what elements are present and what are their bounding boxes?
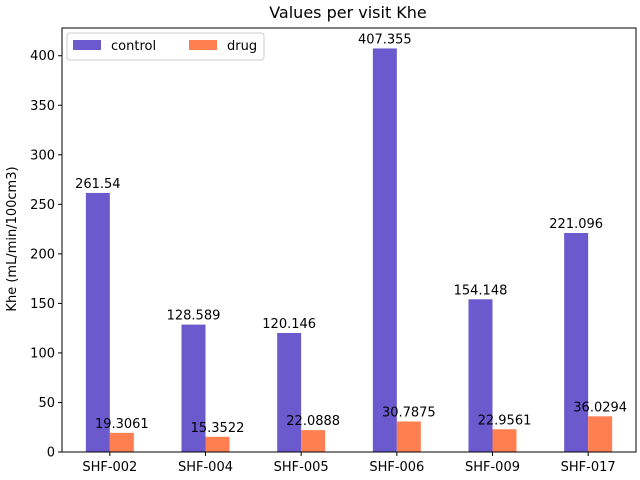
x-tick-label-SHF-004: SHF-004	[178, 460, 233, 475]
bar-drug-SHF-002	[109, 432, 134, 452]
y-tick-label-200: 200	[30, 247, 55, 262]
legend-box	[66, 32, 265, 61]
y-tick-label-150: 150	[30, 297, 55, 312]
y-tick-label-0: 0	[47, 446, 55, 461]
data-label-drug-SHF-006: 30.7875	[382, 406, 436, 421]
chart-title: Values per visit Khe	[269, 3, 427, 22]
x-tick-label-SHF-002: SHF-002	[82, 460, 137, 475]
y-tick-label-350: 350	[30, 99, 55, 114]
data-label-drug-SHF-002: 19.3061	[95, 417, 149, 432]
legend-label-drug: drug	[227, 39, 257, 54]
legend-swatch-drug	[189, 40, 217, 50]
bar-control-SHF-002	[85, 192, 110, 452]
y-tick-label-250: 250	[30, 198, 55, 213]
y-tick-label-100: 100	[30, 346, 55, 361]
x-tick-label-SHF-017: SHF-017	[561, 460, 616, 475]
data-label-control-SHF-002: 261.54	[75, 177, 121, 192]
data-label-control-SHF-009: 154.148	[454, 283, 508, 298]
bars-group	[85, 48, 613, 452]
x-tick-label-SHF-005: SHF-005	[274, 460, 329, 475]
bar-control-SHF-017	[564, 232, 589, 452]
data-label-drug-SHF-004: 15.3522	[191, 421, 245, 436]
y-tick-label-50: 50	[38, 396, 55, 411]
data-label-control-SHF-005: 120.146	[262, 317, 316, 332]
bar-drug-SHF-017	[588, 416, 613, 452]
plot-frame	[61, 27, 637, 453]
data-label-drug-SHF-005: 22.0888	[286, 414, 340, 429]
data-labels-group: 261.54 19.3061 128.589 15.3522 120.146 22.088…	[75, 32, 627, 435]
bar-drug-SHF-006	[396, 421, 421, 452]
bar-control-SHF-009	[468, 299, 493, 452]
x-tick-label-SHF-009: SHF-009	[465, 460, 520, 475]
y-tick-label-400: 400	[30, 49, 55, 64]
bar-control-SHF-005	[277, 332, 302, 452]
bar-drug-SHF-009	[492, 429, 517, 452]
legend: control drug	[66, 32, 265, 61]
axes-group: SHF-002 SHF-004 SHF-005 SHF-006 SHF-009 SHF-0…	[30, 27, 637, 475]
data-label-drug-SHF-017: 36.0294	[573, 400, 627, 415]
bar-drug-SHF-005	[301, 430, 326, 452]
legend-swatch-control	[73, 40, 101, 50]
data-label-control-SHF-006: 407.355	[358, 32, 412, 47]
bar-control-SHF-006	[372, 48, 397, 452]
bar-control-SHF-004	[181, 324, 206, 452]
y-axis-label: Khe (mL/min/100cm3)	[5, 166, 20, 311]
legend-label-control: control	[111, 39, 156, 54]
x-tick-label-SHF-006: SHF-006	[369, 460, 424, 475]
y-tick-label-300: 300	[30, 148, 55, 163]
data-label-control-SHF-017: 221.096	[549, 217, 603, 232]
data-label-control-SHF-004: 128.589	[167, 309, 221, 324]
bar-drug-SHF-004	[205, 436, 230, 452]
data-label-drug-SHF-009: 22.9561	[478, 413, 532, 428]
